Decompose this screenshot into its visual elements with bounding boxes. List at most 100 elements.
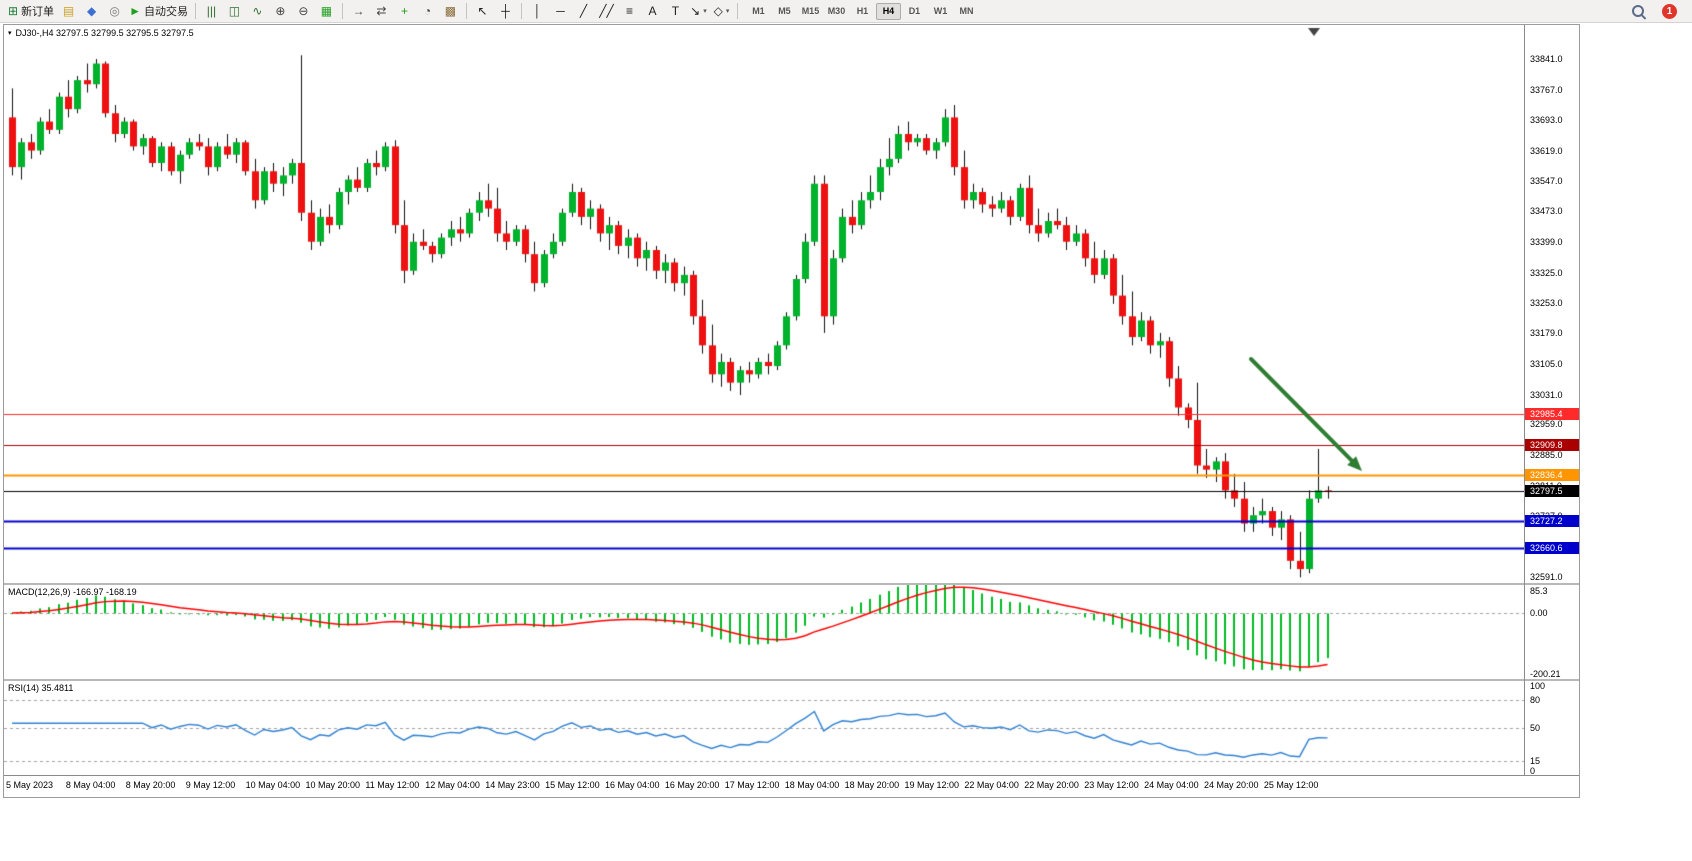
search-button[interactable] [1627,1,1650,21]
channel-icon: ╱╱ [599,4,614,18]
text-label-button[interactable]: T [664,1,687,21]
time-axis-label: 22 May 04:00 [964,780,1019,790]
channel-button[interactable]: ╱╱ [595,1,618,21]
symbol-info-text: DJ30-,H4 32797.5 32799.5 32795.5 32797.5 [15,28,194,38]
new-order-button-label: 新订单 [21,6,55,18]
rsi-indicator-label: RSI(14) 35.4811 [8,683,74,693]
cursor-button[interactable]: ↖ [471,1,494,21]
indicators-button[interactable]: + [393,1,416,21]
rsi-axis-label: 50 [1530,723,1541,733]
price-axis-label: 32885.0 [1530,450,1563,461]
community-icon: ◎ [109,4,120,18]
tile-windows-button[interactable]: ▦ [315,1,338,21]
toolbar-separator [341,3,343,19]
price-axis-label: 33767.0 [1530,84,1563,95]
macd-indicator-label: MACD(12,26,9) -166.97 -168.19 [8,587,137,597]
zoom-in-icon: ⊕ [275,4,286,18]
shapes-icon: ◇ [713,4,723,18]
zoom-in-button[interactable]: ⊕ [269,1,292,21]
time-axis-label: 16 May 04:00 [605,780,660,790]
time-axis-label: 10 May 20:00 [305,780,361,790]
price-axis-label: 33179.0 [1530,328,1563,339]
community-button[interactable]: ◎ [103,1,126,21]
time-axis-label: 12 May 04:00 [425,780,480,790]
timeframe-button-h1[interactable]: H1 [856,5,869,16]
vertical-line-button[interactable]: │ [526,1,549,21]
auto-scroll-button[interactable]: → [347,1,370,21]
line-chart-button[interactable]: ∿ [246,1,269,21]
timeframe-button-h4[interactable]: H4 [875,2,901,20]
time-axis-label: 18 May 20:00 [844,780,900,790]
candlestick-button[interactable]: ◫ [223,1,246,21]
periods-button[interactable]: ◔ [416,1,439,21]
time-axis-label: 16 May 20:00 [664,780,720,790]
macd-chart-canvas[interactable] [4,585,1524,679]
timeframe-button-m1[interactable]: M1 [752,5,765,16]
price-axis-label: 33547.0 [1530,175,1563,186]
text-button[interactable]: A [641,1,664,21]
price-axis-label: 33031.0 [1530,389,1563,400]
tile-windows-icon: ▦ [320,4,333,18]
timeframe-button-w1[interactable]: W1 [933,5,948,16]
crosshair-button[interactable]: ┼ [494,1,517,21]
timeframe-button-m15[interactable]: M15 [801,5,820,16]
crosshair-icon: ┼ [501,4,510,18]
horizontal-line-button[interactable]: ─ [549,1,572,21]
rsi-axis-label: 100 [1530,681,1546,691]
templates-icon: ▩ [444,4,457,18]
charts-button[interactable]: ▤ [57,1,80,21]
rsi-axis-label: 15 [1530,755,1541,766]
price-chart-canvas[interactable] [4,25,1524,583]
macd-pane-divider[interactable] [4,583,1579,585]
macd-axis-label: 0.00 [1530,608,1548,619]
time-axis-label: 9 May 12:00 [185,780,236,790]
chevron-down-icon: ▾ [703,8,707,15]
arrows-button[interactable]: ↘ ▾ [687,1,710,21]
time-axis-label: 24 May 04:00 [1144,780,1199,790]
rsi-pane-divider[interactable] [4,679,1579,681]
bar-chart-button[interactable]: ||| [200,1,223,21]
timeframe-button-m5[interactable]: M5 [778,5,791,16]
vertical-line-icon: │ [533,4,542,18]
timeframe-button-m30[interactable]: M30 [827,5,846,16]
bar-chart-icon: ||| [206,4,217,18]
charts-icon: ▤ [62,4,75,18]
timeframe-button-d1[interactable]: D1 [908,5,921,16]
notification-badge[interactable]: 1 [1662,3,1677,19]
collapse-icon[interactable]: ▾ [8,30,12,37]
time-axis-label: 5 May 2023 [6,780,54,790]
fibonacci-button[interactable]: ≡ [618,1,641,21]
macd-axis-label: -200.21 [1530,669,1561,679]
price-line-tag: 32909.8 [1525,438,1579,451]
price-axis-label: 33399.0 [1530,237,1563,248]
zoom-out-button[interactable]: ⊖ [292,1,315,21]
zoom-out-icon: ⊖ [298,4,309,18]
shapes-button[interactable]: ◇ ▾ [710,1,733,21]
time-axis-label: 8 May 20:00 [125,780,176,790]
price-axis-label: 33325.0 [1530,267,1563,278]
rsi-chart-canvas[interactable] [4,681,1524,775]
trendline-button[interactable]: ╱ [572,1,595,21]
price-axis-label: 33693.0 [1530,115,1563,126]
autotrading-button[interactable]: ► 自动交易 [126,1,191,21]
chart-shift-button[interactable]: ⇄ [370,1,393,21]
time-axis-label: 22 May 20:00 [1024,780,1079,790]
price-line-tag: 32727.2 [1525,514,1579,527]
toolbar-separator [736,3,738,19]
price-axis-line [1524,25,1525,776]
price-axis-label: 32959.0 [1530,419,1563,430]
profile-button[interactable]: ◆ [80,1,103,21]
new-order-icon: ⊞ [8,4,19,18]
autotrading-icon: ► [129,4,141,18]
time-axis-label: 10 May 04:00 [245,780,301,790]
chevron-down-icon: ▾ [725,8,730,15]
text-icon: A [648,4,657,18]
toolbar-separator [194,3,196,19]
timeframe-button-mn[interactable]: MN [959,5,974,16]
templates-button[interactable]: ▩ [439,1,462,21]
toolbar-groups: ⊞ 新订单 ▤ ◆ ◎ ► 自动交易 ||| ◫ ∿ ⊕ ⊖ ▦ → ⇄ + ◔ ▩ ↖ ┼ │ ─ ╱ ╱╱ ≡ A T ↘ ▾ ◇ ▾ [5,1,742,21]
macd-axis-label: 85.3 [1530,586,1548,596]
toolbar-separator [465,3,467,19]
horizontal-line-icon: ─ [556,4,565,18]
new-order-button[interactable]: ⊞ 新订单 [5,1,57,21]
